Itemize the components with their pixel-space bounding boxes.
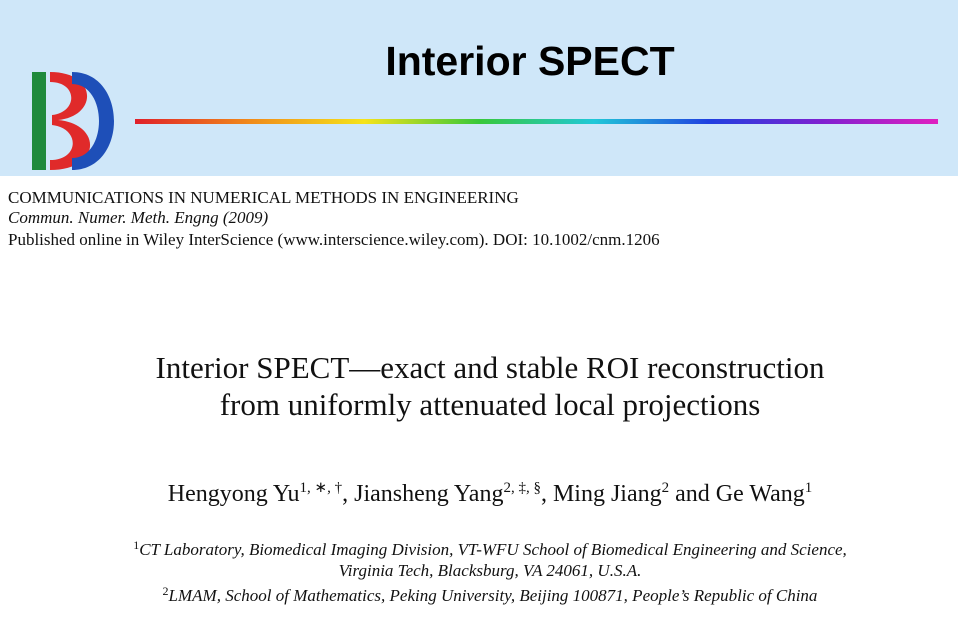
paper-title: from uniformly attenuated local projecti… — [219, 387, 761, 422]
author-marks: 2, ‡, § — [503, 480, 541, 496]
journal-citation: Commun. Numer. Meth. Engng (2009) — [8, 208, 269, 227]
journal-name: COMMUNICATIONS IN NUMERICAL METHODS IN E… — [8, 188, 519, 207]
slide-title: Interior SPECT — [385, 38, 675, 84]
affiliation-mark: 2 — [162, 584, 169, 598]
affiliation-line: CT Laboratory, Biomedical Imaging Divisi… — [139, 540, 847, 559]
author: Ming Jiang — [552, 481, 662, 507]
logo-bar — [32, 72, 46, 170]
affiliation: 2LMAM, School of Mathematics, Peking Uni… — [0, 584, 958, 606]
affiliation: 1CT Laboratory, Biomedical Imaging Divis… — [0, 538, 958, 560]
affiliation-mark: 1 — [133, 538, 140, 552]
author: Hengyong Yu — [167, 481, 300, 507]
affiliation: Virginia Tech, Blacksburg, VA 24061, U.S… — [0, 561, 958, 581]
separator: , — [540, 481, 553, 507]
affiliation-line: Virginia Tech, Blacksburg, VA 24061, U.S… — [338, 561, 642, 580]
author-marks: 1, ∗, † — [299, 480, 343, 496]
logo-b — [50, 72, 91, 170]
paper-title: Interior SPECT—exact and stable ROI reco… — [155, 350, 825, 385]
slide-header: Interior SPECT — [0, 0, 958, 176]
affiliation-line: LMAM, School of Mathematics, Peking Univ… — [168, 586, 818, 605]
author-list: Hengyong Yu1, ∗, †, Jiansheng Yang2, ‡, … — [0, 478, 958, 508]
author-marks: 2 — [661, 480, 670, 496]
logo — [32, 72, 114, 170]
author: Jiansheng Yang — [354, 481, 504, 507]
separator: , — [342, 481, 355, 507]
journal-published: Published online in Wiley InterScience (… — [8, 230, 660, 249]
separator: and — [669, 481, 716, 507]
rainbow-rule — [135, 119, 938, 124]
author: Ge Wang — [715, 481, 805, 507]
author-marks: 1 — [804, 480, 813, 496]
logo-d — [72, 72, 114, 170]
